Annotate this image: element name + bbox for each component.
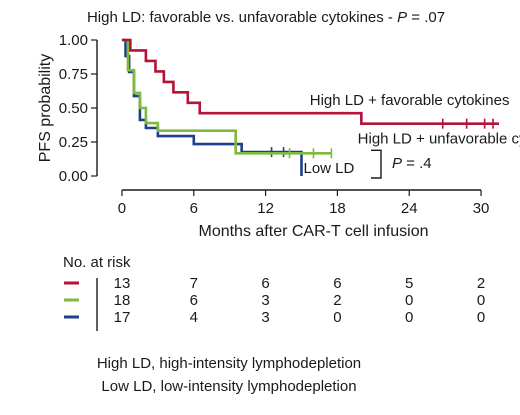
risk-cell: 0: [405, 292, 413, 309]
risk-table-title: No. at risk: [63, 254, 131, 271]
footnote-low-ld: Low LD, low-intensity lymphodepletion: [101, 378, 356, 395]
risk-cell: 0: [405, 309, 413, 326]
risk-cell: 18: [114, 292, 131, 309]
y-tick-label: 0.25: [59, 134, 88, 151]
y-tick-label: 0.00: [59, 168, 88, 185]
x-tick-label: 6: [190, 200, 198, 217]
bracket-p-value: P = .4: [392, 155, 432, 172]
risk-cell: 6: [261, 275, 269, 292]
risk-cell: 6: [190, 292, 198, 309]
risk-cell: 13: [114, 275, 131, 292]
risk-cell: 4: [190, 309, 198, 326]
bracket-p-number: = .4: [402, 155, 432, 172]
chart-title-text: High LD: favorable vs. unfavorable cytok…: [87, 9, 397, 26]
risk-cell: 17: [114, 309, 131, 326]
series-line-high-ld-unfavorable-cytokines: [121, 38, 332, 155]
chart-title: High LD: favorable vs. unfavorable cytok…: [87, 9, 445, 26]
series-label-high-ld-favorable-cytokines: High LD + favorable cytokines: [310, 92, 510, 109]
risk-cell: 2: [333, 292, 341, 309]
risk-cell: 3: [261, 292, 269, 309]
x-tick-label: 18: [329, 200, 346, 217]
chart-title-p-value: = .07: [407, 9, 445, 26]
chart-title-p-label: P: [397, 9, 407, 26]
series-label-low-ld: Low LD: [304, 160, 355, 177]
series-line-high-ld-favorable-cytokines: [121, 38, 499, 125]
risk-cell: 0: [477, 292, 485, 309]
risk-cell: 6: [333, 275, 341, 292]
plot-area: 0.00 0.25 0.50 0.75 1.00 0 6 12 18 24 30 Months aft…: [37, 32, 520, 240]
y-tick-label: 0.50: [59, 100, 88, 117]
risk-cell: 2: [477, 275, 485, 292]
y-tick-label: 0.75: [59, 66, 88, 83]
x-tick-label: 30: [473, 200, 490, 217]
bracket-p-label: P: [392, 155, 402, 172]
risk-cell: 0: [477, 309, 485, 326]
risk-cell: 7: [190, 275, 198, 292]
risk-cell: 3: [261, 309, 269, 326]
footnote-high-ld: High LD, high-intensity lymphodepletion: [97, 355, 361, 372]
y-tick-label: 1.00: [59, 32, 88, 49]
risk-cell: 5: [405, 275, 413, 292]
x-axis-label: Months after CAR-T cell infusion: [198, 223, 428, 240]
p-bracket: [371, 149, 382, 179]
x-tick-label: 12: [257, 200, 274, 217]
series-label-high-ld-unfavorable-cytokines: High LD + unfavorable cytokines: [358, 130, 520, 147]
y-axis-label: PFS probability: [37, 54, 54, 163]
x-tick-label: 0: [118, 200, 126, 217]
x-tick-label: 24: [401, 200, 418, 217]
risk-cell: 0: [333, 309, 341, 326]
